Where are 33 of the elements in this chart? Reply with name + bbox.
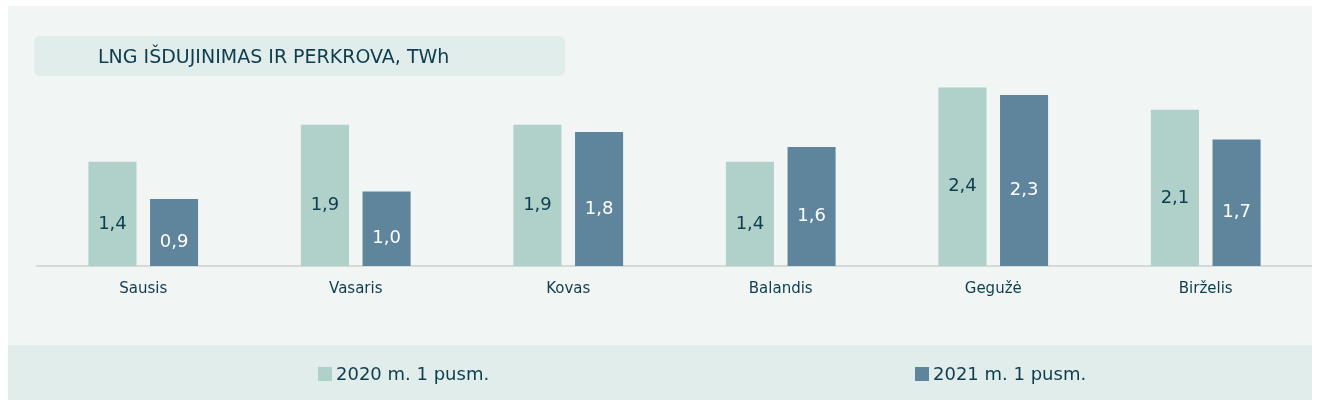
bar	[88, 161, 137, 266]
data-label: 1,7	[1222, 200, 1251, 222]
x-tick-label: Sausis	[119, 278, 168, 297]
chart-title: LNG IŠDUJINIMAS IR PERKROVA, TWh	[34, 36, 565, 76]
data-label: 1,4	[735, 211, 765, 233]
bar	[362, 191, 411, 266]
data-label: 1,9	[523, 192, 552, 214]
bar	[1212, 139, 1261, 266]
data-label: 2,4	[948, 174, 977, 196]
x-tick-label: Vasaris	[329, 278, 383, 297]
data-label: 1,8	[584, 196, 614, 218]
legend-label: 2020 m. 1 pusm.	[336, 363, 490, 384]
data-label: 1,4	[98, 211, 127, 233]
x-tick-label: Gegužė	[964, 278, 1022, 297]
x-tick-label: Balandis	[748, 278, 813, 297]
bar	[150, 199, 199, 266]
data-label: 1,0	[372, 226, 401, 248]
x-tick-label: Kovas	[546, 278, 591, 297]
data-label: 1,9	[310, 192, 340, 214]
data-label: 2,1	[1160, 185, 1190, 207]
bar	[513, 124, 562, 266]
bar	[1150, 109, 1199, 266]
data-label: 0,9	[159, 230, 189, 252]
data-label: 1,6	[797, 204, 826, 226]
bar	[787, 146, 836, 266]
bar	[938, 87, 987, 266]
bar	[725, 161, 774, 266]
bar	[575, 132, 624, 266]
legend-label: 2021 m. 1 pusm.	[933, 363, 1087, 384]
x-tick-label: Birželis	[1178, 278, 1233, 297]
bar	[300, 124, 349, 266]
bar	[1000, 94, 1049, 266]
data-label: 2,3	[1009, 178, 1039, 200]
